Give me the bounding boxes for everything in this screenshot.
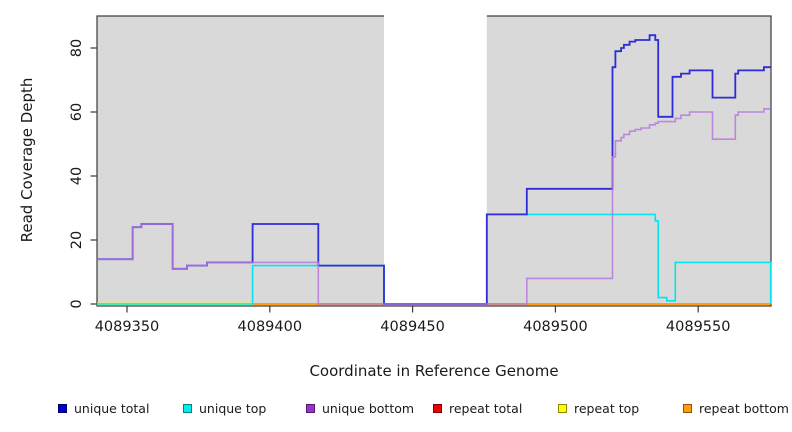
- legend-swatch: [558, 403, 567, 413]
- legend-label: unique bottom: [322, 400, 415, 416]
- legend-label: unique top: [199, 400, 267, 416]
- legend-label: repeat top: [574, 400, 640, 416]
- legend-label: unique total: [74, 400, 150, 416]
- y-axis-title: Read Coverage Depth: [18, 77, 36, 243]
- legend-item-unique-total: unique total: [58, 399, 149, 417]
- x-tick-label: 4089450: [380, 319, 445, 335]
- y-tick-label: 40: [69, 167, 85, 185]
- x-tick-label: 4089550: [666, 319, 731, 335]
- series-unique-bottom: [97, 108, 771, 305]
- legend-item-unique-bottom: unique bottom: [306, 399, 414, 417]
- x-tick-label: 4089350: [95, 319, 160, 335]
- plot-area: 4089350 4089400 4089450 4089500 4089550 0 20 40…: [69, 15, 772, 335]
- y-tick-label: 80: [69, 39, 85, 57]
- legend-label: repeat bottom: [699, 400, 789, 416]
- legend-swatch: [183, 403, 192, 413]
- legend-swatch: [306, 403, 315, 413]
- y-tick-label: 0: [69, 299, 85, 308]
- legend-item-repeat-total: repeat total: [433, 399, 522, 417]
- y-tick-label: 20: [69, 231, 85, 249]
- legend-item-repeat-top: repeat top: [558, 399, 639, 417]
- x-tick-label: 4089400: [238, 319, 303, 335]
- legend-swatch: [58, 403, 67, 413]
- mask-band: [384, 15, 487, 303]
- legend-swatch: [433, 403, 442, 413]
- y-tick-label: 60: [69, 103, 85, 121]
- legend-item-unique-top: unique top: [183, 399, 266, 417]
- legend-swatch: [683, 403, 692, 413]
- x-axis-title: Coordinate in Reference Genome: [309, 362, 559, 380]
- x-tick-label: 4089500: [523, 319, 588, 335]
- legend-label: repeat total: [449, 400, 523, 416]
- legend-item-repeat-bottom: repeat bottom: [683, 399, 789, 417]
- legend: unique total unique top unique bottom repea…: [0, 399, 792, 419]
